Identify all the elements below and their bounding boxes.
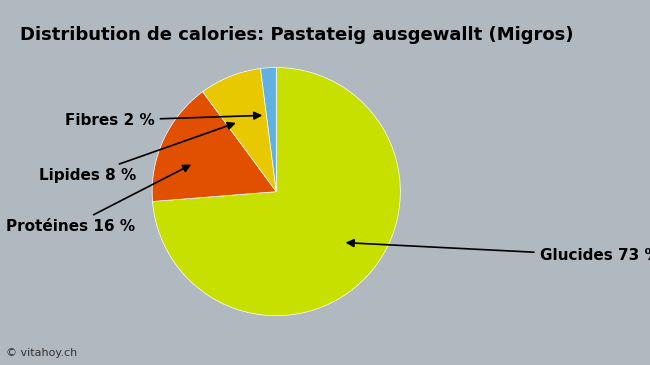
- Text: Fibres 2 %: Fibres 2 %: [65, 112, 261, 128]
- Text: Distribution de calories: Pastateig ausgewallt (Migros): Distribution de calories: Pastateig ausg…: [20, 26, 573, 43]
- Wedge shape: [152, 92, 276, 201]
- Text: Glucides 73 %: Glucides 73 %: [347, 240, 650, 263]
- Wedge shape: [261, 68, 276, 192]
- Wedge shape: [153, 68, 400, 316]
- Text: Lipides 8 %: Lipides 8 %: [39, 123, 234, 183]
- Text: Protéines 16 %: Protéines 16 %: [6, 165, 190, 234]
- Text: © vitahoy.ch: © vitahoy.ch: [6, 348, 78, 358]
- Wedge shape: [203, 69, 276, 192]
